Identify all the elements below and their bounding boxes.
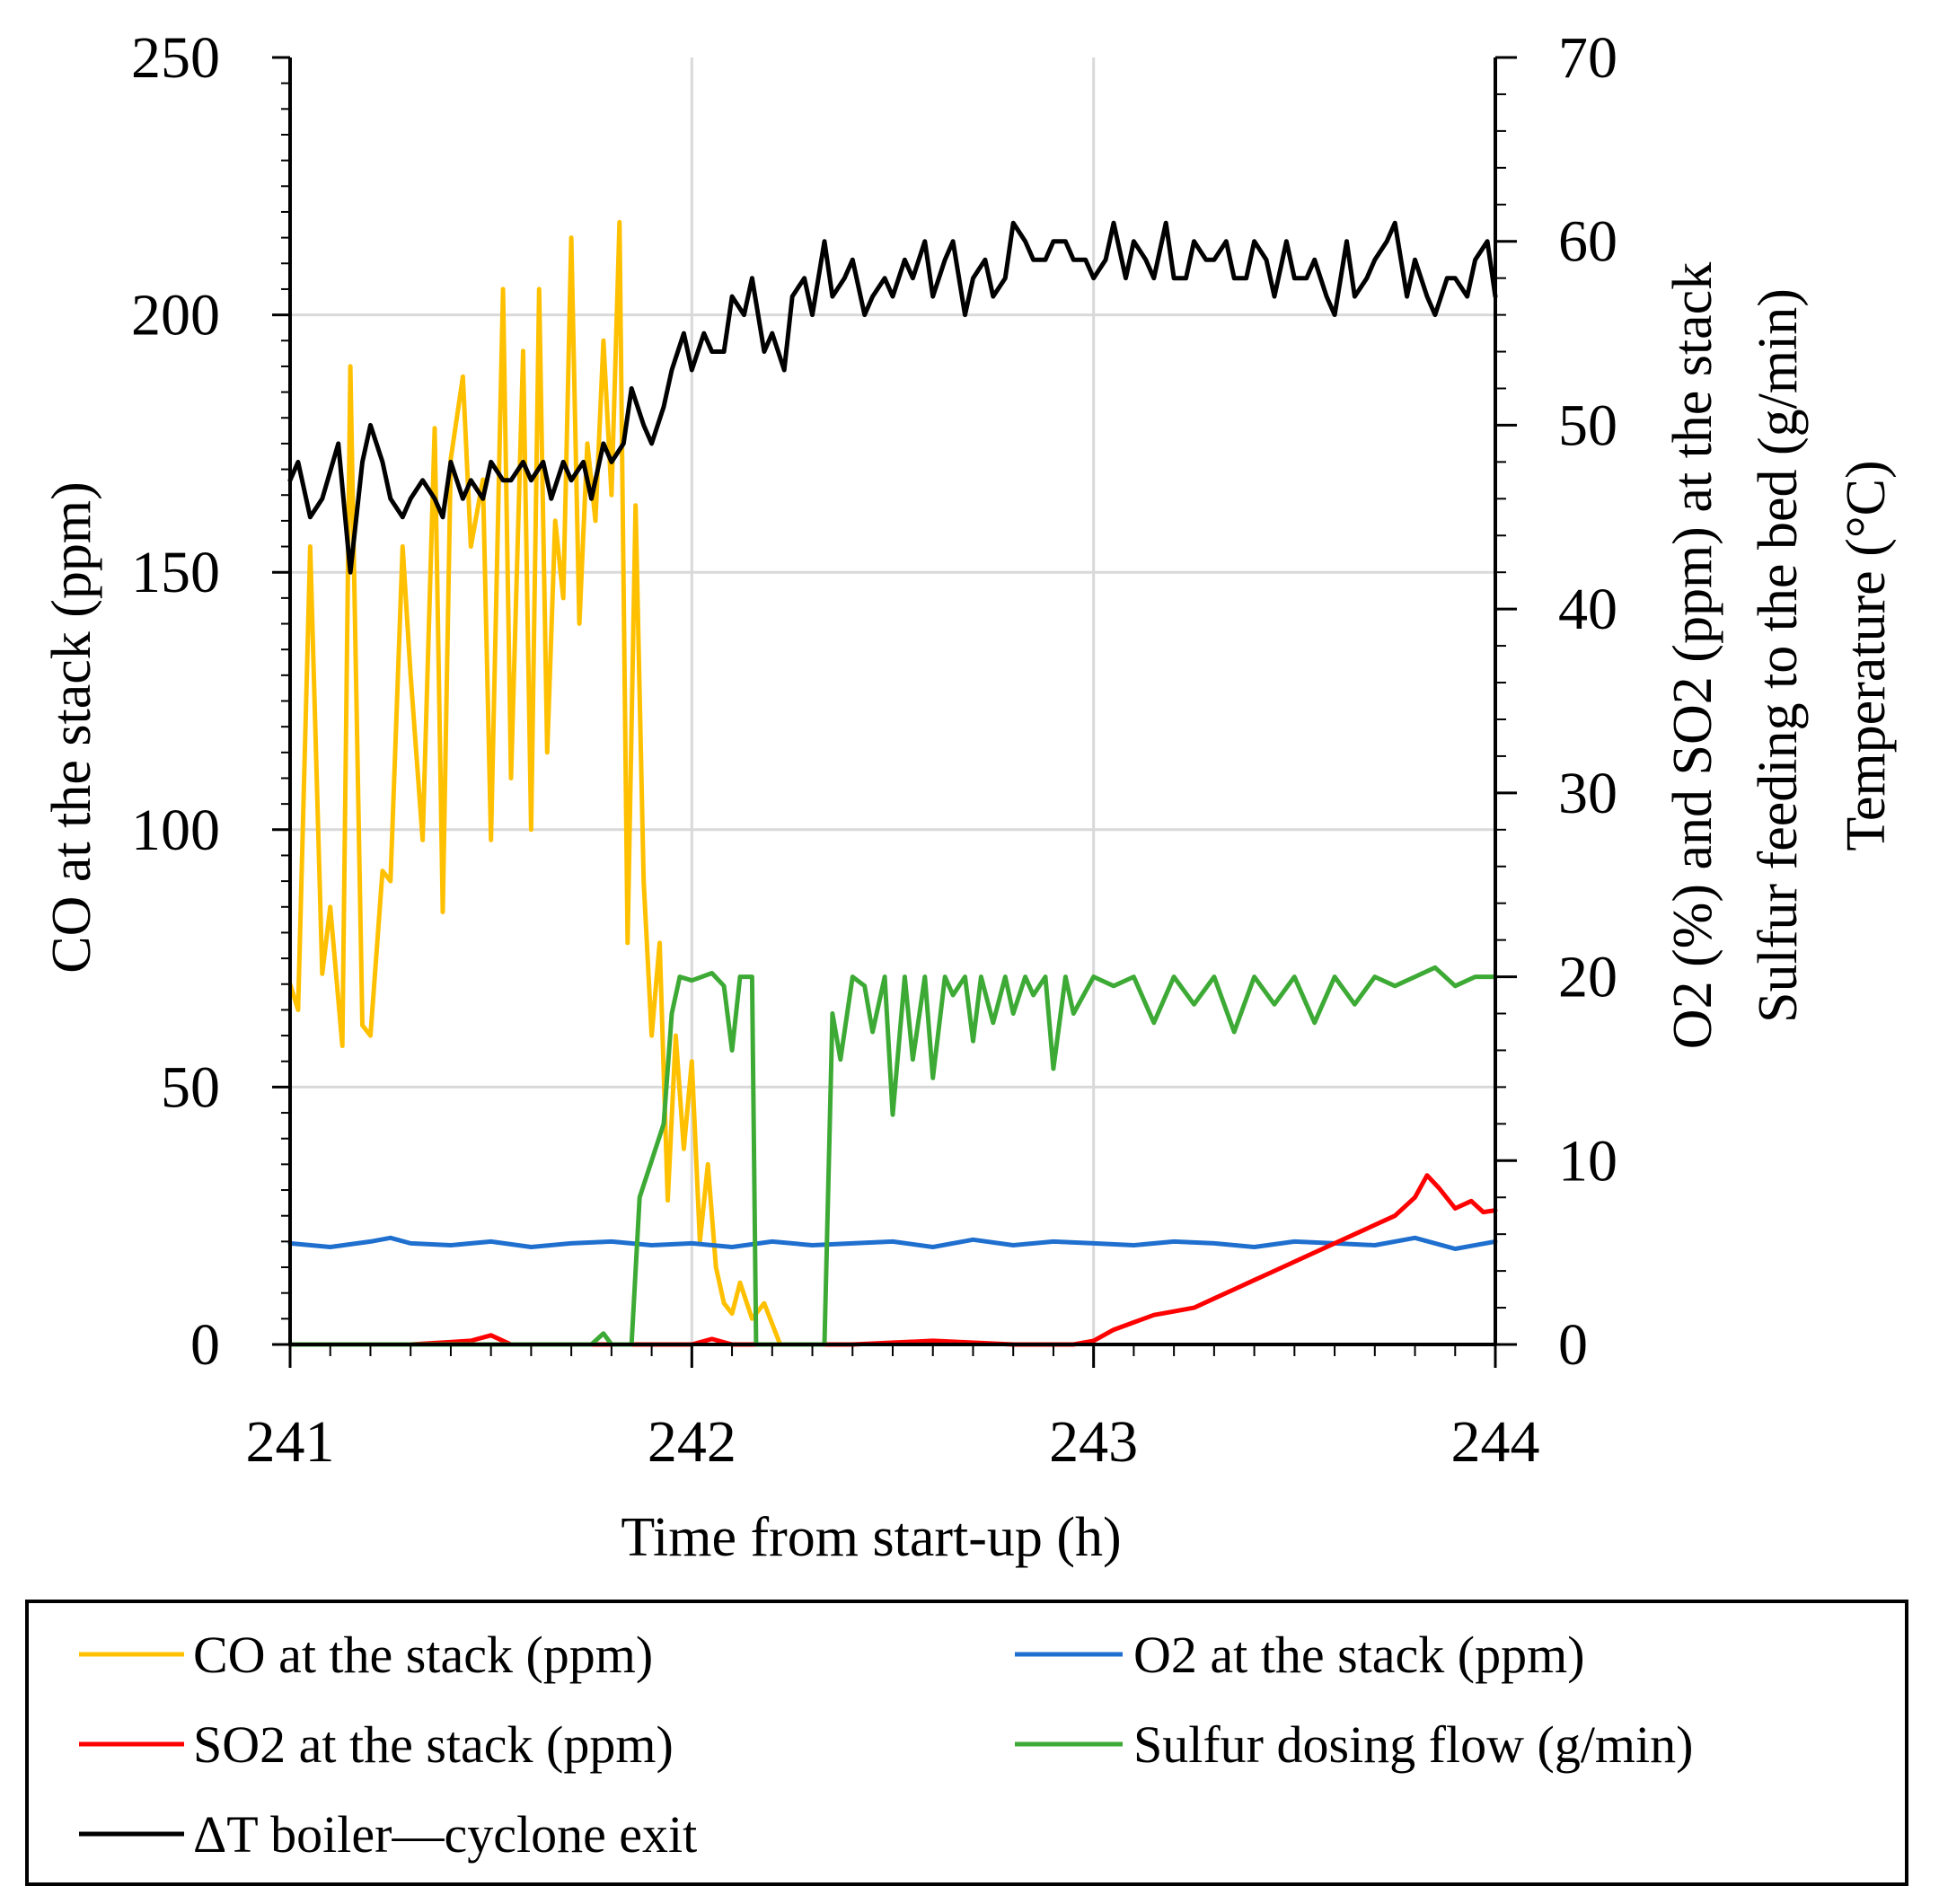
legend-label-co: CO at the stack (ppm) — [193, 1626, 653, 1684]
y-axis-right-title-1: O2 (%) and SO2 (ppm) at the stack — [1662, 262, 1723, 1049]
legend-entry-so2: SO2 at the stack (ppm) — [79, 1715, 674, 1774]
y-right-tick-label: 10 — [1558, 1128, 1617, 1194]
legend-label-sulfur: Sulfur dosing flow (g/min) — [1133, 1715, 1693, 1774]
series-line-2 — [287, 1173, 1498, 1347]
y-right-tick-label: 60 — [1558, 209, 1617, 275]
legend-entry-o2: O2 at the stack (ppm) — [1015, 1626, 1585, 1684]
legend-label-so2: SO2 at the stack (ppm) — [193, 1715, 674, 1774]
grid-lines — [290, 57, 1495, 1344]
y-axis-right-title-2: Sulfur feeding to the bed (g/min) — [1748, 288, 1809, 1023]
legend-label-deltat: ΔT boiler—cyclone exit — [193, 1805, 697, 1864]
x-tick-label: 243 — [1049, 1409, 1138, 1475]
series-lines — [287, 219, 1498, 1347]
legend-label-o2: O2 at the stack (ppm) — [1133, 1626, 1585, 1684]
series-line-3 — [287, 965, 1498, 1347]
series-line-1 — [287, 1235, 1498, 1251]
y-right-tick-label: 20 — [1558, 945, 1617, 1010]
y-left-tick-label: 0 — [190, 1312, 220, 1378]
x-axis-title: Time from start-up (h) — [621, 1507, 1121, 1568]
y-left-tick-label: 150 — [131, 540, 220, 605]
series-line-4 — [287, 220, 1498, 575]
legend-entry-deltat: ΔT boiler—cyclone exit — [79, 1805, 697, 1864]
series-line-0 — [287, 219, 835, 1347]
y-right-tick-label: 0 — [1558, 1312, 1588, 1378]
y-left-tick-label: 100 — [131, 798, 220, 863]
legend-entry-sulfur: Sulfur dosing flow (g/min) — [1015, 1715, 1693, 1774]
y-axis-right-title-3: Temperature (°C) — [1836, 460, 1897, 851]
legend-box — [25, 1600, 1908, 1886]
y-axis-left-title: CO at the stack (ppm) — [41, 481, 102, 974]
y-left-tick-label: 250 — [131, 25, 220, 91]
y-right-tick-label: 50 — [1558, 392, 1617, 458]
legend: CO at the stack (ppm) O2 at the stack (p… — [25, 1600, 1908, 1886]
legend-entry-co: CO at the stack (ppm) — [79, 1626, 653, 1684]
x-tick-label: 241 — [246, 1409, 335, 1475]
x-tick-label: 242 — [648, 1409, 736, 1475]
y-left-tick-label: 50 — [161, 1054, 220, 1120]
axes: 0 50 100 150 200 250 0 10 20 30 40 50 60 70 241 242 243 2… — [131, 25, 1617, 1475]
x-tick-label: 244 — [1451, 1409, 1540, 1475]
y-right-tick-label: 40 — [1558, 577, 1617, 642]
y-right-tick-label: 30 — [1558, 761, 1617, 826]
y-right-tick-label: 70 — [1558, 25, 1617, 91]
y-left-tick-label: 200 — [131, 283, 220, 348]
